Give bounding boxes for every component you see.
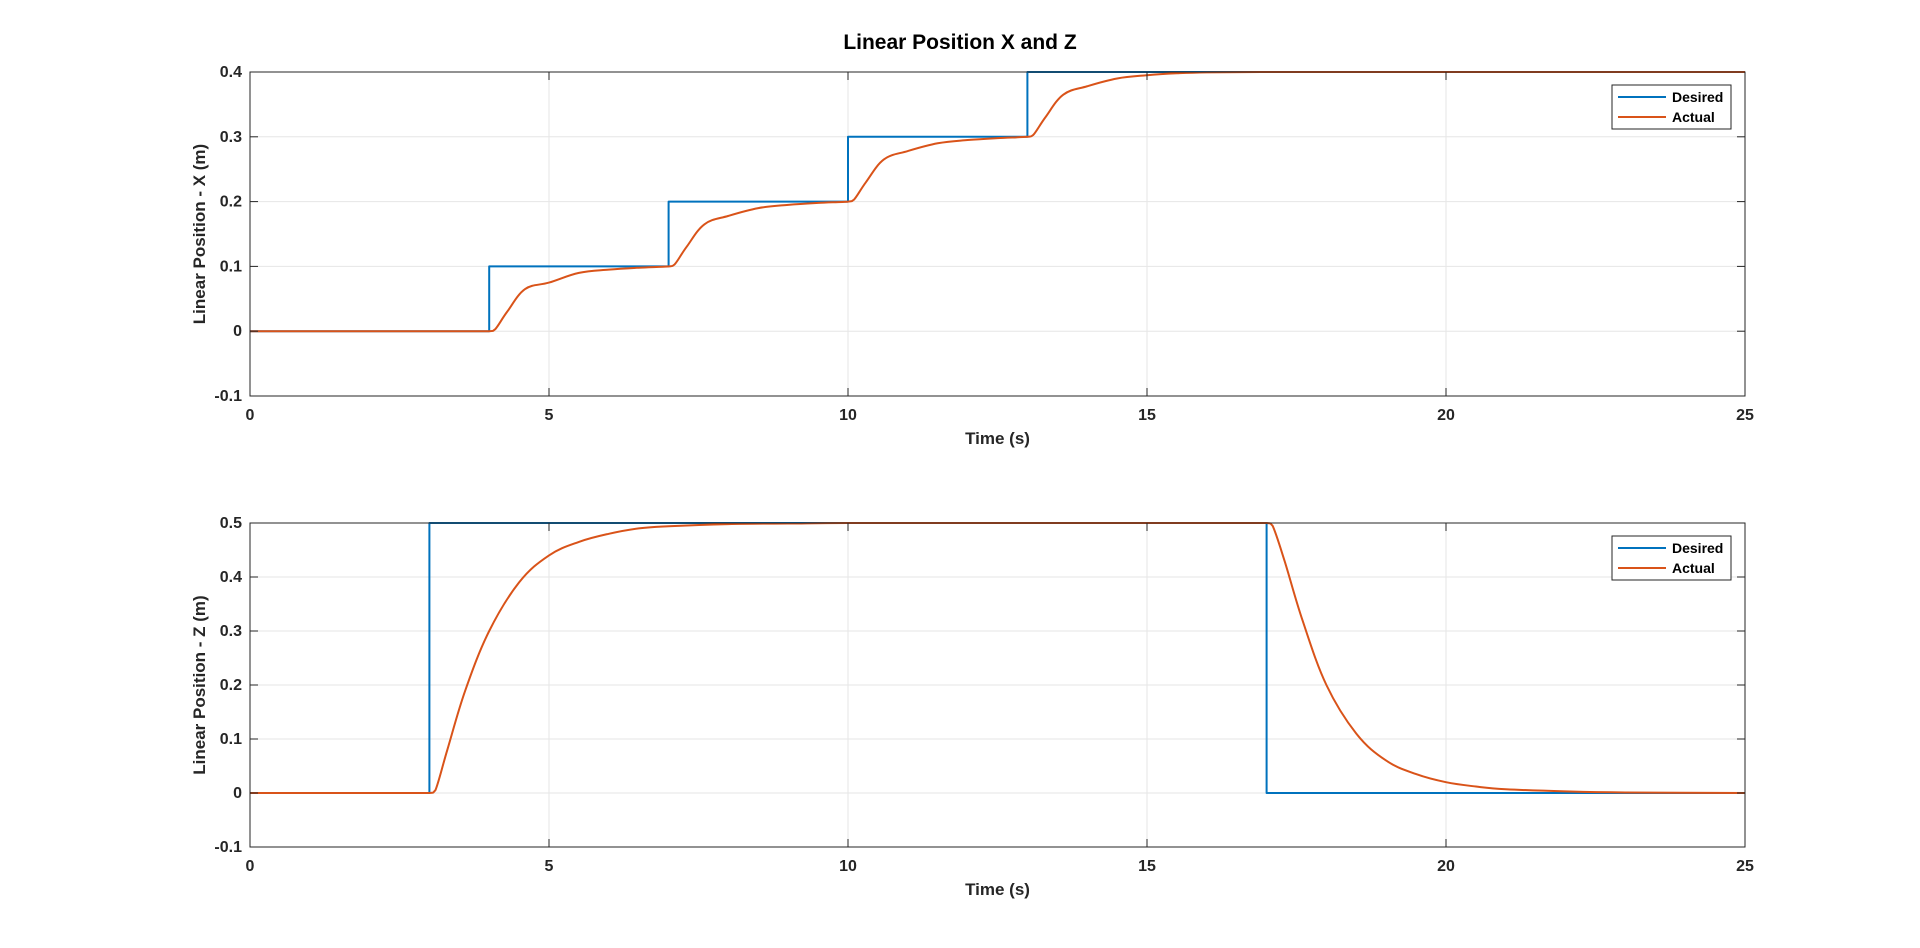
- legend-label-actual: Actual: [1672, 560, 1715, 576]
- x-tick-label: 5: [545, 407, 554, 424]
- y-tick-label: 0.3: [220, 129, 242, 146]
- x-tick-label: 20: [1437, 858, 1455, 875]
- plot-area: [250, 72, 1745, 396]
- x-tick-label: 25: [1736, 407, 1754, 424]
- x-tick-label: 5: [545, 858, 554, 875]
- series-line-actual: [250, 70, 1745, 333]
- x-tick-label: 10: [839, 407, 857, 424]
- series-line-desired: [250, 71, 1745, 333]
- y-tick-label: 0: [233, 785, 242, 802]
- y-tick-label: 0.1: [220, 731, 242, 748]
- x-tick-label: 25: [1736, 858, 1754, 875]
- axes-box: [249, 71, 1746, 397]
- y-tick-label: 0.4: [220, 569, 242, 586]
- legend-label-desired: Desired: [1672, 540, 1723, 556]
- y-tick-label: 0.4: [220, 64, 242, 81]
- legend: Desired Actual: [1611, 535, 1732, 581]
- x-axis-label: Time (s): [965, 880, 1030, 899]
- x-tick-label: 10: [839, 858, 857, 875]
- x-axis-label: Time (s): [965, 429, 1030, 448]
- x-tick-label: 0: [246, 858, 255, 875]
- y-tick-label: 0.5: [220, 515, 242, 532]
- x-tick-label: 15: [1138, 407, 1156, 424]
- y-tick-label: 0.3: [220, 623, 242, 640]
- legend-label-actual: Actual: [1672, 109, 1715, 125]
- y-tick-label: 0: [233, 323, 242, 340]
- y-tick-label: 0.2: [220, 677, 242, 694]
- x-tick-label: 20: [1437, 407, 1455, 424]
- x-tick-label: 15: [1138, 858, 1156, 875]
- legend-box: [1611, 84, 1732, 130]
- y-axis-label: Linear Position - X (m): [190, 144, 209, 324]
- y-tick-label: 0.2: [220, 194, 242, 211]
- y-axis-label: Linear Position - Z (m): [190, 595, 209, 774]
- legend-label-desired: Desired: [1672, 89, 1723, 105]
- legend: Desired Actual: [1611, 84, 1732, 130]
- y-tick-label: 0.1: [220, 258, 242, 275]
- x-tick-label: 0: [246, 407, 255, 424]
- y-tick-label: -0.1: [214, 388, 242, 405]
- y-tick-label: -0.1: [214, 839, 242, 856]
- chart-title: Linear Position X and Z: [843, 31, 1077, 54]
- legend-box: [1611, 535, 1732, 581]
